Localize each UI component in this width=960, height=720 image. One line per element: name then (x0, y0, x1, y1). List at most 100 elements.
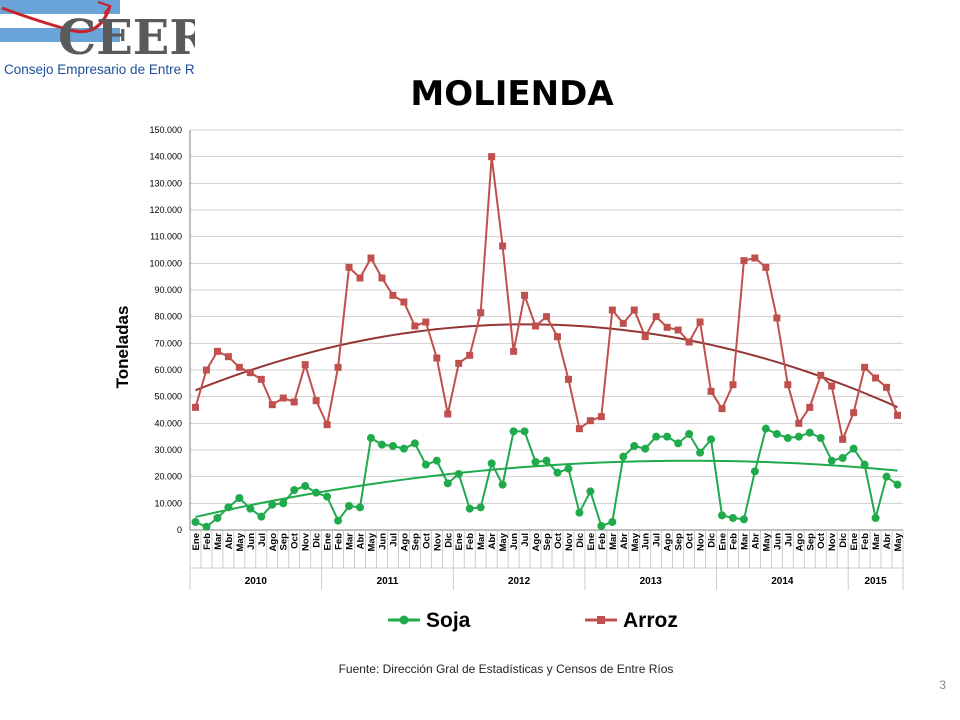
point-soja (816, 434, 825, 442)
data-series (191, 153, 902, 531)
point-arroz (191, 403, 199, 411)
year-label: 2015 (864, 576, 887, 587)
point-soja (794, 432, 803, 441)
point-arroz (817, 371, 825, 379)
point-soja (498, 480, 507, 489)
point-soja (696, 448, 705, 457)
point-soja (838, 454, 847, 462)
point-arroz (312, 397, 320, 405)
x-tick-label: Abr (619, 533, 630, 550)
x-tick-label: Abr (750, 533, 761, 550)
point-soja (257, 512, 266, 521)
point-arroz (444, 410, 452, 418)
point-soja (509, 427, 518, 436)
point-arroz (641, 333, 649, 341)
x-tick-label: May (630, 532, 641, 551)
x-tick-label: Sep (542, 533, 553, 551)
x-tick-label: Ene (849, 533, 860, 550)
point-soja (432, 456, 441, 465)
chart-legend: Soja Arroz (388, 609, 678, 632)
point-arroz (455, 359, 463, 367)
point-soja (213, 514, 222, 522)
x-tick-label: Oct (553, 532, 564, 549)
trend-line-soja (195, 459, 898, 518)
trend-line-arroz (195, 323, 898, 409)
x-tick-label: Mar (476, 533, 487, 550)
x-tick-label: Abr (487, 533, 498, 550)
point-arroz (301, 361, 309, 369)
y-axis-label: Toneladas (113, 306, 132, 389)
point-soja (674, 439, 683, 448)
point-soja (893, 480, 902, 489)
point-arroz (268, 401, 276, 409)
logo-name: CEER (58, 10, 195, 66)
x-tick-label: Mar (739, 533, 750, 550)
point-soja (728, 514, 737, 522)
x-tick-label: Nov (696, 532, 707, 551)
chart-gridlines (190, 129, 903, 531)
point-arroz (411, 322, 419, 330)
point-arroz (477, 309, 485, 317)
x-tick-label: Mar (871, 533, 882, 550)
point-soja (597, 522, 606, 530)
point-arroz (257, 375, 265, 383)
point-arroz (784, 381, 792, 389)
point-soja (739, 515, 748, 524)
x-tick-label: Abr (882, 533, 893, 550)
x-tick-label: Nov (827, 532, 838, 551)
y-tick-label: 110.000 (150, 232, 182, 242)
point-arroz (883, 383, 891, 391)
x-tick-label: May (498, 532, 509, 551)
point-soja (345, 502, 354, 510)
y-tick-label: 130.000 (149, 178, 182, 188)
x-tick-label: Feb (334, 533, 345, 550)
year-label: 2014 (771, 576, 794, 587)
point-arroz (422, 318, 430, 326)
point-soja (235, 494, 244, 502)
point-soja (334, 516, 343, 525)
x-tick-label: Feb (860, 533, 871, 550)
point-arroz (488, 153, 496, 161)
x-tick-label: Ago (399, 533, 410, 552)
x-tick-label: Sep (410, 533, 421, 551)
point-soja (202, 522, 211, 531)
point-arroz (597, 413, 605, 421)
point-soja (476, 503, 485, 512)
point-arroz (718, 405, 726, 413)
point-soja (761, 424, 770, 433)
point-arroz (334, 363, 342, 371)
y-tick-label: 90.000 (154, 285, 182, 295)
point-arroz (740, 257, 748, 265)
point-arroz (499, 242, 507, 250)
x-tick-label: May (893, 532, 904, 551)
molienda-line-chart: 0 10.000 20.000 30.000 40.000 50.000 60.000 70.… (113, 125, 904, 632)
point-soja (279, 499, 288, 508)
legend-marker-arroz (597, 616, 605, 624)
y-tick-label: 70.000 (154, 338, 182, 348)
point-arroz (521, 291, 529, 299)
series-arroz (191, 153, 902, 443)
x-tick-label: Jul (652, 533, 663, 547)
y-tick-label: 140.000 (149, 152, 182, 162)
x-tick-label: Jun (377, 533, 388, 550)
y-tick-label: 50.000 (154, 392, 182, 402)
point-soja (542, 456, 551, 465)
x-tick-label: Nov (564, 532, 575, 551)
point-arroz (400, 298, 408, 306)
point-soja (224, 503, 233, 512)
point-soja (860, 460, 869, 469)
point-arroz (795, 419, 803, 427)
x-tick-label: May (366, 532, 377, 551)
point-soja (641, 444, 650, 453)
x-tick-label: Dic (838, 533, 849, 548)
x-tick-label: Abr (356, 533, 367, 550)
y-tick-label: 40.000 (154, 418, 182, 428)
point-arroz (202, 366, 210, 374)
point-soja (805, 428, 814, 437)
x-tick-label: Feb (728, 533, 739, 550)
x-tick-label: Dic (707, 533, 718, 548)
point-soja (399, 444, 408, 453)
point-arroz (828, 382, 836, 390)
x-tick-label: Feb (202, 533, 213, 550)
point-arroz (894, 411, 902, 419)
